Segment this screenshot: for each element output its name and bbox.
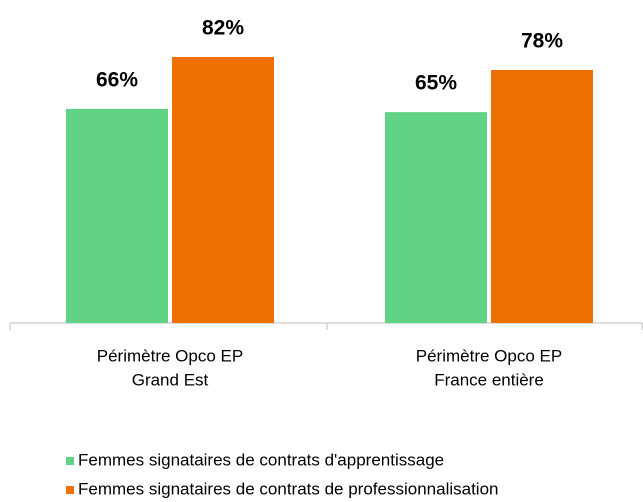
x-tick-label: Grand Est bbox=[132, 370, 209, 389]
legend-swatch bbox=[66, 486, 74, 494]
bar bbox=[66, 108, 168, 323]
bar bbox=[385, 112, 487, 324]
legend-label: Femmes signataires de contrats de profes… bbox=[78, 479, 499, 498]
bar bbox=[172, 57, 274, 323]
legend-swatch bbox=[66, 457, 74, 465]
bar bbox=[491, 69, 593, 323]
x-tick-label: Périmètre Opco EP bbox=[416, 346, 562, 365]
value-label: 82% bbox=[202, 17, 244, 40]
value-label: 65% bbox=[415, 72, 457, 95]
x-tick-label: Périmètre Opco EP bbox=[97, 346, 243, 365]
value-label: 66% bbox=[96, 68, 138, 91]
x-tick-label: France entière bbox=[434, 370, 544, 389]
legend-label: Femmes signataires de contrats d'apprent… bbox=[78, 450, 444, 469]
value-label: 78% bbox=[521, 30, 563, 53]
